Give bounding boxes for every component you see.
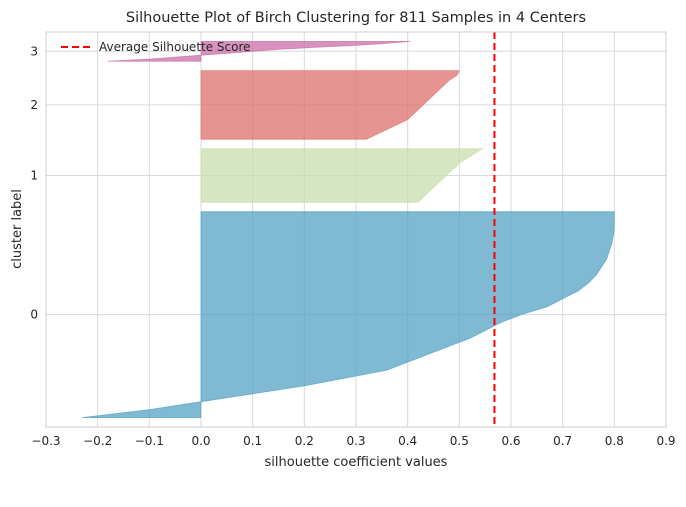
plot-frame <box>45 31 667 428</box>
x-tick-label: 0.5 <box>450 434 469 448</box>
x-tick-label: −0.2 <box>83 434 112 448</box>
legend: Average Silhouette Score <box>61 40 251 54</box>
x-tick-label: 0.0 <box>191 434 210 448</box>
cluster-1-silhouette <box>200 148 485 203</box>
x-tick-label: 0.2 <box>295 434 314 448</box>
y-tick-label-cluster-1: 1 <box>30 168 38 182</box>
y-tick-label-cluster-0: 0 <box>30 308 38 322</box>
y-tick-label-cluster-3: 3 <box>30 44 38 58</box>
x-tick-labels: −0.3 −0.2 −0.1 0.0 0.1 0.2 0.3 0.4 0.5 0.6 0.7 0.8 0… <box>31 434 675 448</box>
chart-title: Silhouette Plot of Birch Clustering for … <box>126 10 586 26</box>
cluster-silhouettes <box>82 41 615 419</box>
x-tick-label: 0.8 <box>605 434 624 448</box>
cluster-3-silhouette <box>107 41 411 62</box>
x-tick-label: 0.7 <box>553 434 572 448</box>
x-tick-label: −0.1 <box>135 434 164 448</box>
cluster-2-silhouette <box>200 70 460 140</box>
y-tick-labels: 0 1 2 3 <box>30 44 38 321</box>
x-tick-label: 0.1 <box>243 434 262 448</box>
x-tick-label: 0.6 <box>501 434 520 448</box>
cluster-0-silhouette <box>82 211 615 419</box>
y-axis-label: cluster label <box>10 189 25 269</box>
legend-label-average-score: Average Silhouette Score <box>99 40 251 54</box>
x-tick-label: 0.4 <box>398 434 417 448</box>
x-tick-label: −0.3 <box>31 434 60 448</box>
x-tick-label: 0.3 <box>346 434 365 448</box>
y-tick-label-cluster-2: 2 <box>30 98 38 112</box>
x-tick-label: 0.9 <box>656 434 675 448</box>
x-axis-label: silhouette coefficient values <box>265 455 448 470</box>
